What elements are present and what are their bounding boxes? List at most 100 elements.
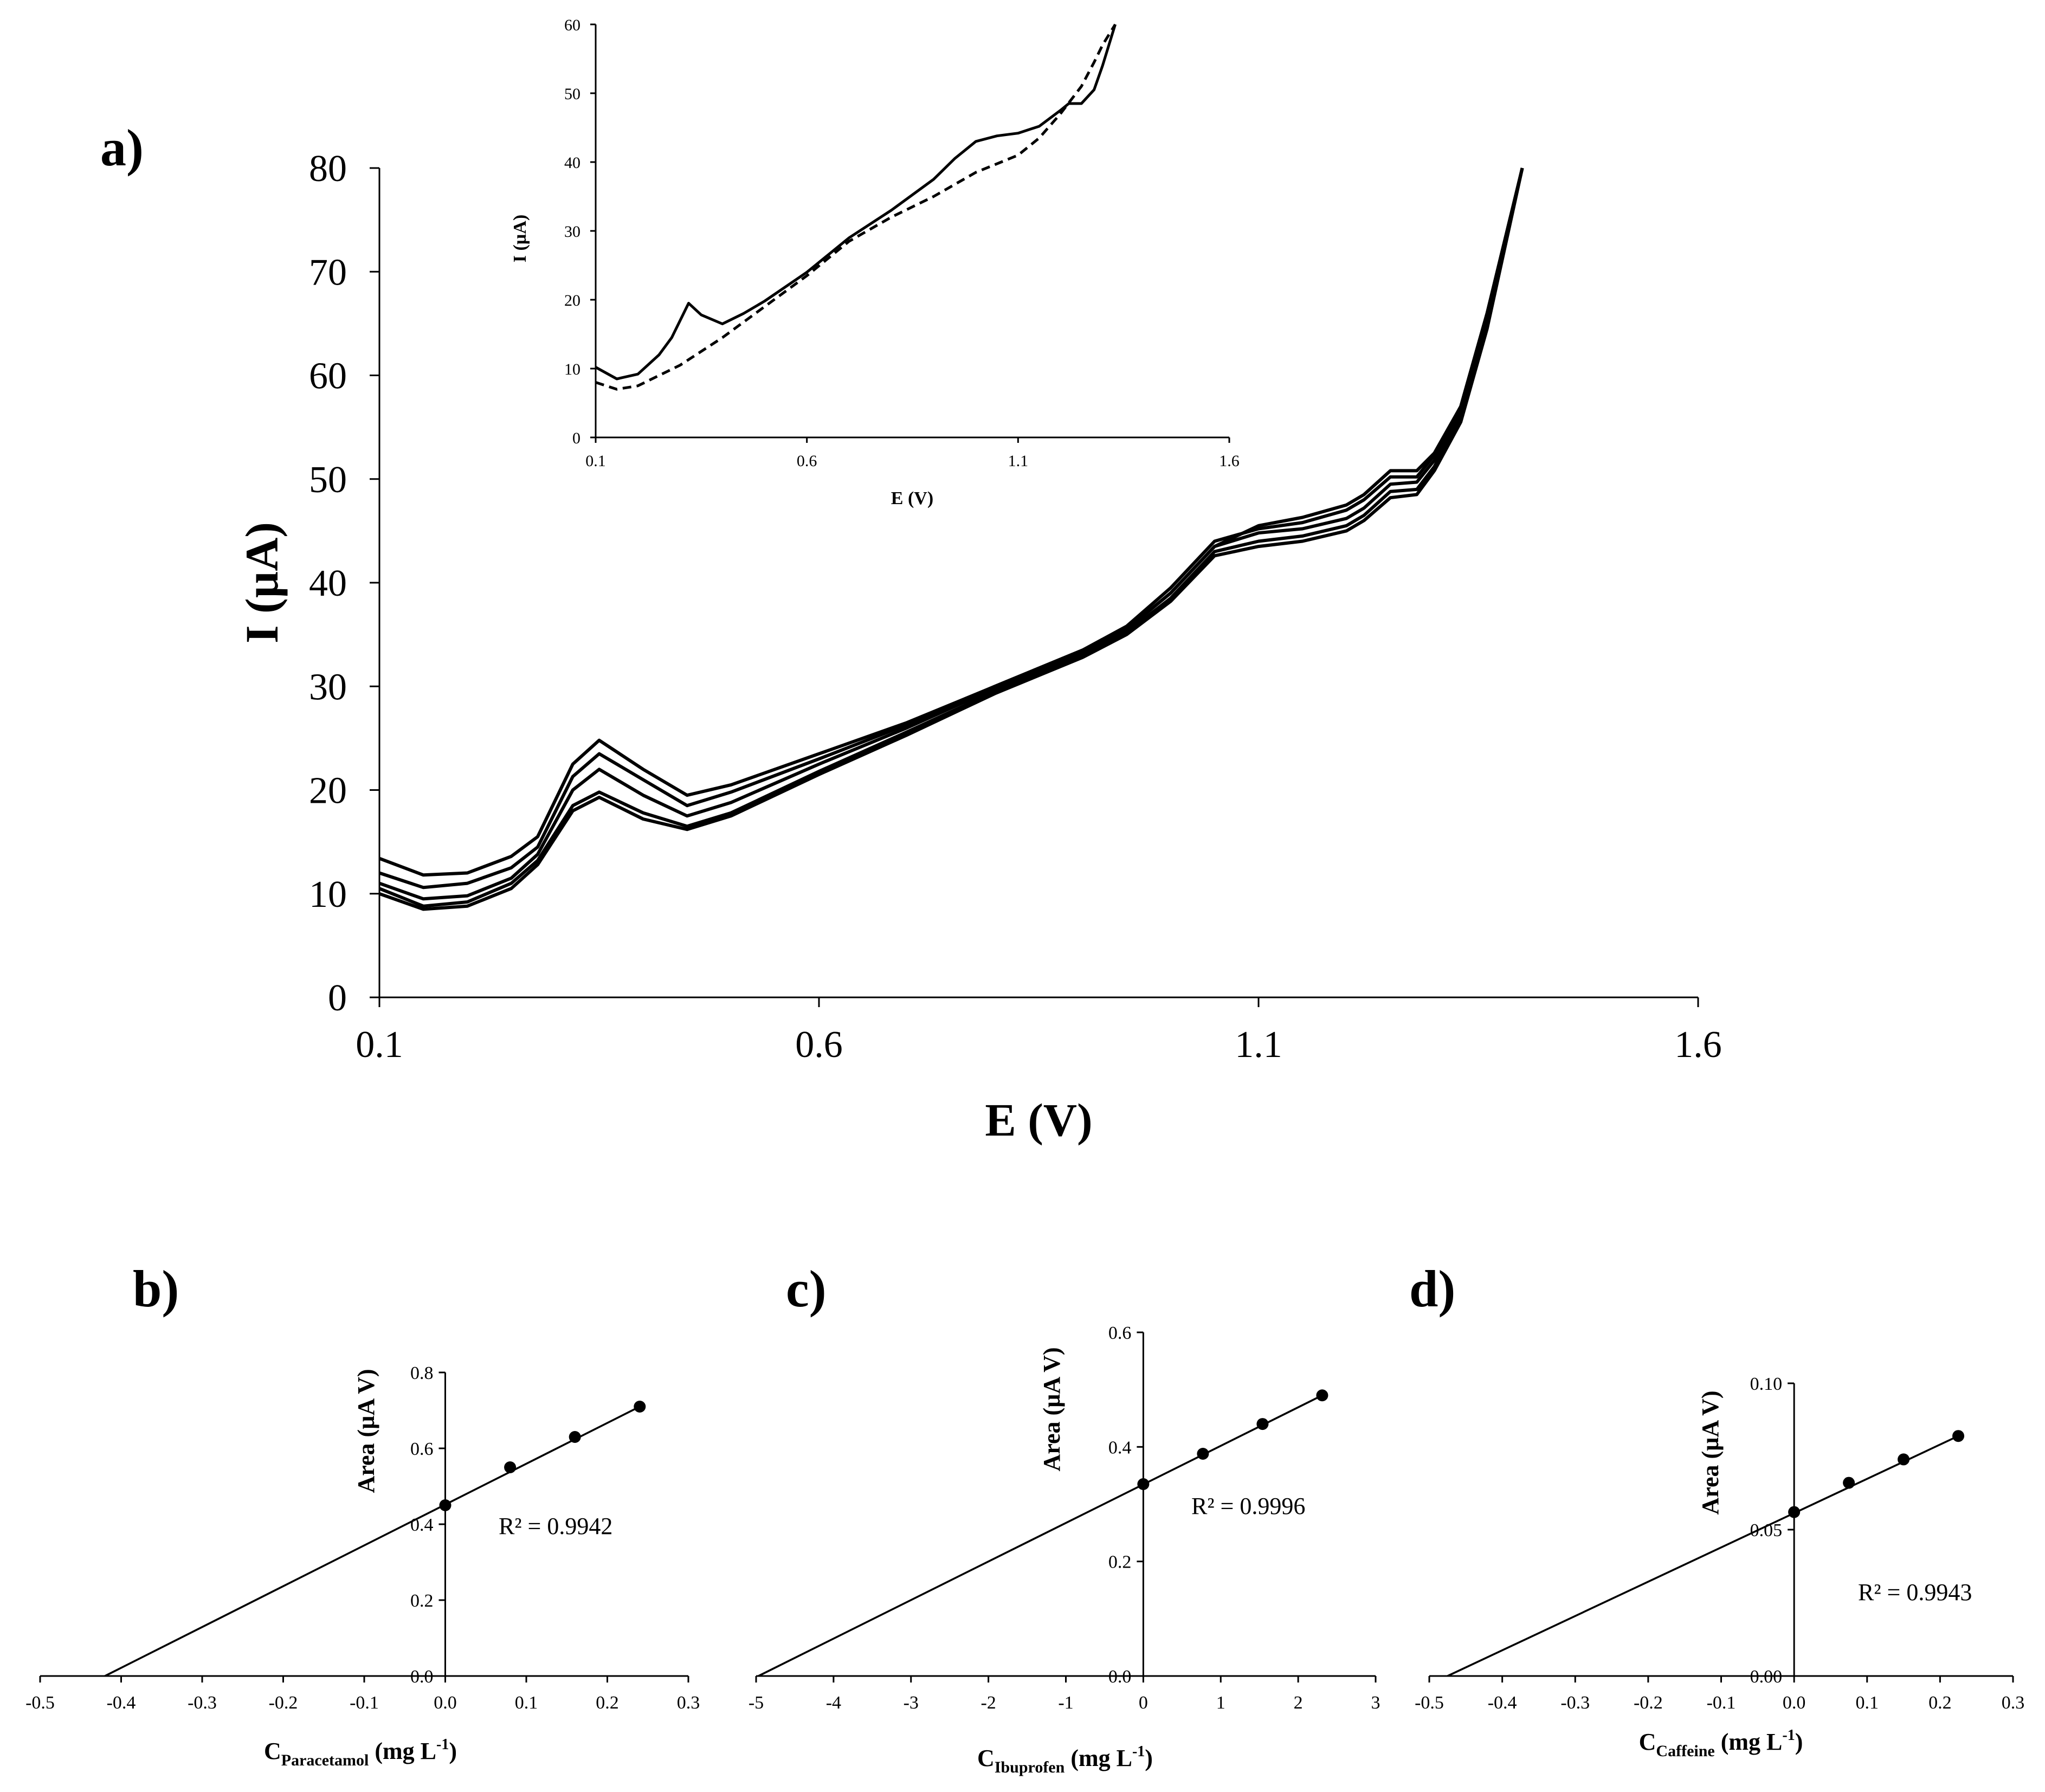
panel-a-chart: a) 0 10 20 30 40 50 60 70 80 0.1 0.6 1.1 1.6 E (V) I (µ… (100, 119, 1722, 1146)
panel-c-data-point (1256, 1418, 1269, 1430)
panel-c-x-label-unit: (mg L (1065, 1745, 1132, 1771)
panel-c-chart: c) -5 -4 -3 -2 -1 0 1 2 3 0.0 0.2 0.4 0.6 R² = 0.9996 A… (749, 1260, 1380, 1776)
panel-b-chart: b) -0.5 -0.4 -0.3 -0.2 -0.1 0.0 0.1 0.2 0.3 0.0 0.2… (25, 1260, 700, 1769)
panel-b-xtick-label: -0.1 (350, 1693, 379, 1713)
panel-a-series-line-5 (379, 167, 1524, 911)
panel-d-data-point (1843, 1477, 1855, 1489)
panel-c-xtick-label: -5 (749, 1693, 764, 1713)
panel-d-x-label-close: ) (1795, 1729, 1803, 1755)
panel-c-x-label-main: C (977, 1745, 995, 1771)
panel-b-ytick-label: 0.6 (410, 1439, 434, 1459)
panel-a-series-line-4 (378, 167, 1524, 908)
panel-b-xtick-label: -0.5 (25, 1693, 55, 1713)
panel-a-xtick-label: 1.6 (1674, 1024, 1722, 1066)
panel-b-y-label: Area (µA V) (353, 1369, 379, 1493)
inset-x-label: E (V) (891, 488, 933, 508)
panel-c-x-label-exp: -1 (1132, 1743, 1145, 1760)
panel-a-ytick-label: 50 (309, 459, 347, 501)
panel-b-xtick-label: 0.2 (596, 1693, 619, 1713)
panel-c-xtick-label: -3 (904, 1693, 919, 1713)
panel-d-x-label-exp: -1 (1782, 1727, 1795, 1744)
panel-c-r2-label: R² = 0.9996 (1191, 1493, 1305, 1519)
panel-c-x-label-close: ) (1145, 1745, 1153, 1771)
panel-c-xtick-label: 3 (1371, 1693, 1380, 1713)
inset-series-line-solid (595, 24, 1117, 381)
panel-b-data-point (504, 1461, 517, 1473)
panel-b-x-label-close: ) (449, 1738, 457, 1764)
panel-d-x-label-sub: Caffeine (1656, 1742, 1714, 1760)
panel-d-data-point (1788, 1506, 1801, 1518)
panel-d-xtick-label: -0.1 (1707, 1693, 1736, 1713)
panel-d-data-point (1898, 1453, 1910, 1466)
panel-d-data-point (1952, 1430, 1965, 1442)
panel-b-ytick-label: 0.0 (410, 1667, 434, 1687)
panel-d-xtick-label: 0.2 (1928, 1693, 1952, 1713)
inset-xtick-label: 0.6 (797, 452, 817, 470)
panel-b-x-label-main: C (264, 1738, 281, 1764)
panel-c-data-point (1137, 1478, 1150, 1491)
panel-a-ytick-label: 30 (309, 666, 347, 708)
panel-a-ytick-label: 0 (328, 977, 347, 1019)
panel-b-data-point (569, 1431, 581, 1443)
inset-series-line-dashed (595, 23, 1117, 391)
panel-d-ytick-label: 0.10 (1750, 1374, 1783, 1394)
panel-b-ytick-label: 0.8 (410, 1363, 434, 1383)
inset-ytick-label: 20 (564, 292, 580, 310)
panel-a-ytick-label: 80 (309, 148, 347, 190)
panel-a-x-label: E (V) (985, 1094, 1092, 1146)
panel-a-y-label: I (µA) (236, 522, 288, 643)
panel-a-xtick-label: 0.6 (795, 1024, 843, 1066)
panel-d-x-label: CCaffeine (mg L-1) (1639, 1727, 1803, 1760)
panel-a-xtick-label: 1.1 (1235, 1024, 1282, 1066)
panel-b-xtick-label: 0.1 (515, 1693, 538, 1713)
panel-a-ytick-label: 10 (309, 874, 347, 916)
inset-y-label: I (µA) (510, 215, 530, 263)
panel-a-letter: a) (100, 119, 144, 177)
inset-xtick-label: 1.1 (1008, 452, 1029, 470)
panel-d-r2-label: R² = 0.9943 (1858, 1579, 1972, 1606)
panel-d-ytick-label: 0.05 (1750, 1520, 1783, 1540)
panel-b-xtick-label: -0.2 (269, 1693, 298, 1713)
panel-c-ytick-label: 0.6 (1108, 1323, 1132, 1343)
panel-b-x-label-sub: Paracetamol (281, 1751, 369, 1769)
panel-b-x-label: CParacetamol (mg L-1) (264, 1736, 457, 1769)
inset-ytick-label: 10 (564, 360, 580, 378)
panel-d-chart: d) -0.5 -0.4 -0.3 -0.2 -0.1 0.0 0.1 0.2 0.3 0.00 0.… (1409, 1260, 2024, 1760)
panel-c-xtick-label: 0 (1139, 1693, 1148, 1713)
panel-c-ytick-label: 0.4 (1108, 1438, 1132, 1458)
panel-c-x-label: CIbuprofen (mg L-1) (977, 1743, 1153, 1776)
panel-c-xtick-label: -2 (980, 1693, 996, 1713)
panel-b-x-label-exp: -1 (436, 1736, 449, 1753)
panel-d-letter: d) (1409, 1260, 1455, 1318)
panel-c-ytick-label: 0.0 (1108, 1667, 1132, 1687)
panel-d-xtick-label: 0.0 (1783, 1693, 1806, 1713)
panel-b-xtick-label: -0.4 (107, 1693, 136, 1713)
panel-d-xtick-label: -0.3 (1560, 1693, 1590, 1713)
panel-b-xtick-label: 0.0 (434, 1693, 457, 1713)
panel-c-y-label: Area (µA V) (1038, 1347, 1065, 1471)
panel-c-data-point (1197, 1448, 1209, 1460)
panel-a-ytick-label: 40 (309, 563, 347, 604)
panel-c-xtick-label: 2 (1294, 1693, 1303, 1713)
panel-b-xtick-label: -0.3 (188, 1693, 217, 1713)
panel-b-ytick-label: 0.2 (410, 1591, 434, 1611)
panel-a-series-line-3 (378, 167, 1524, 901)
inset-ytick-label: 0 (572, 429, 580, 447)
inset-ytick-label: 50 (564, 85, 580, 103)
inset-xtick-label: 0.1 (585, 452, 606, 470)
panel-d-ytick-label: 0.00 (1750, 1667, 1783, 1687)
inset-ytick-label: 40 (564, 154, 580, 172)
panel-d-xtick-label: -0.4 (1488, 1693, 1517, 1713)
panel-b-x-label-unit: (mg L (369, 1738, 436, 1764)
panel-d-x-label-main: C (1639, 1729, 1656, 1755)
panel-b-letter: b) (133, 1260, 179, 1318)
panel-a-series-line-2 (379, 167, 1524, 889)
inset-chart: 0 10 20 30 40 50 60 0.1 0.6 1.1 1.6 E (V) I (µA) (510, 16, 1240, 508)
panel-a-xtick-label: 0.1 (356, 1024, 403, 1066)
panel-d-x-label-unit: (mg L (1715, 1729, 1783, 1755)
panel-c-xtick-label: -1 (1058, 1693, 1073, 1713)
panel-a-ytick-label: 70 (309, 252, 347, 293)
panel-c-fit-line (758, 1394, 1323, 1677)
panel-d-xtick-label: -0.2 (1634, 1693, 1663, 1713)
